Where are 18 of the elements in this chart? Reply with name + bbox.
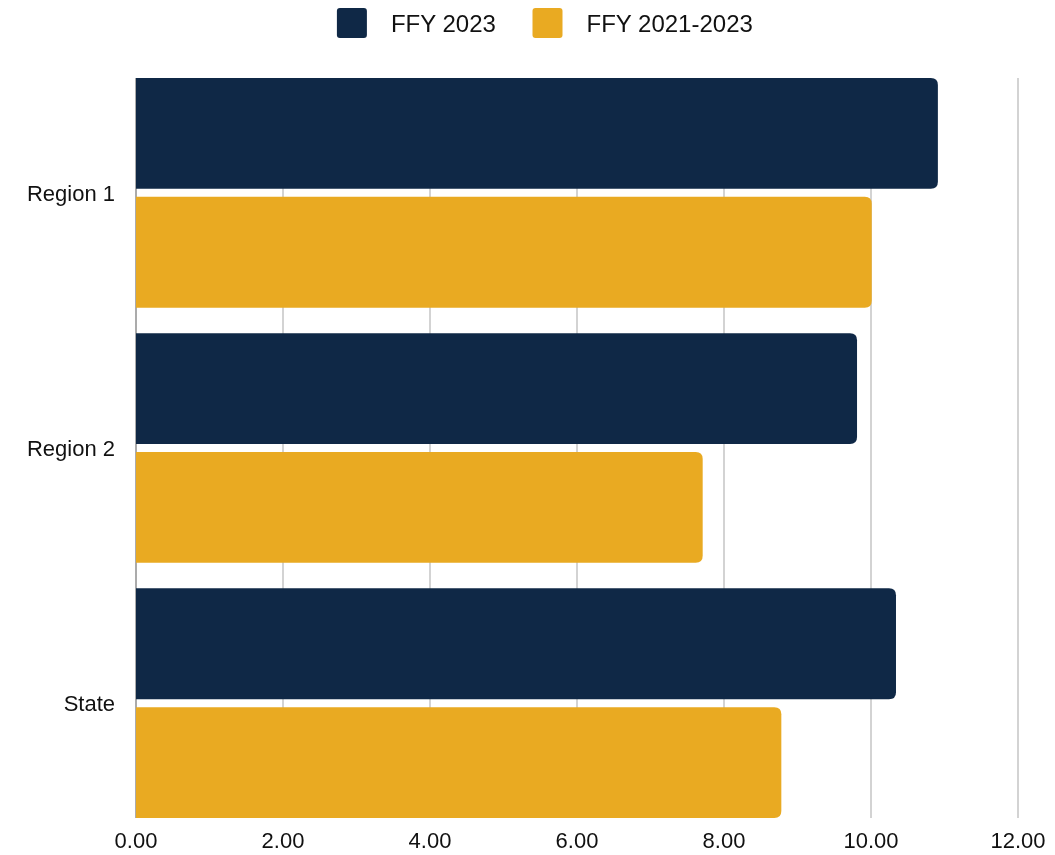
x-tick-label: 4.00: [408, 828, 452, 853]
bar: [136, 588, 896, 700]
bar: [136, 333, 858, 444]
bar: [136, 452, 703, 563]
legend-label: FFY 2021-2023: [586, 10, 753, 37]
bar: [136, 196, 872, 308]
legend-label: FFY 2023: [390, 10, 496, 37]
x-tick-label: 2.00: [261, 828, 305, 853]
x-tick-label: 0.00: [114, 828, 158, 853]
x-tick-label: 8.00: [702, 828, 746, 853]
x-tick-label: 12.00: [990, 828, 1046, 853]
x-tick-label: 6.00: [555, 828, 599, 853]
bar: [136, 78, 938, 189]
bar: [136, 707, 782, 818]
y-tick-label: State: [63, 691, 115, 717]
x-tick-label: 10.00: [843, 828, 899, 853]
y-tick-label: Region 1: [26, 180, 115, 206]
y-tick-label: Region 2: [26, 436, 115, 461]
